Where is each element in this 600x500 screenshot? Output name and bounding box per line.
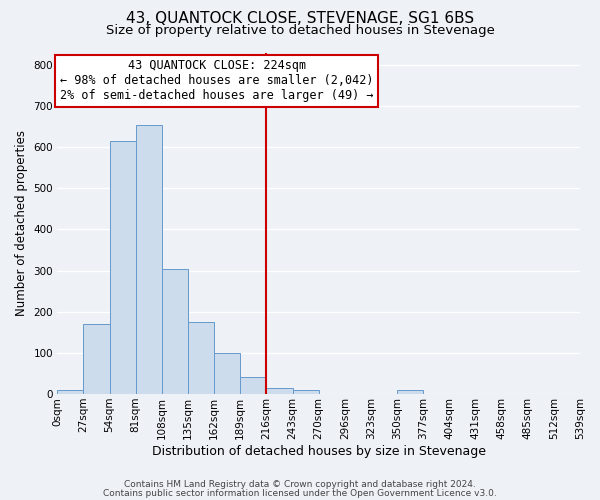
Bar [58,390,83,394]
X-axis label: Distribution of detached houses by size in Stevenage: Distribution of detached houses by size … [152,444,485,458]
Bar [188,322,214,394]
Y-axis label: Number of detached properties: Number of detached properties [15,130,28,316]
Bar [136,124,162,394]
Bar [83,324,110,394]
Text: Size of property relative to detached houses in Stevenage: Size of property relative to detached ho… [106,24,494,37]
Text: 43 QUANTOCK CLOSE: 224sqm
← 98% of detached houses are smaller (2,042)
2% of sem: 43 QUANTOCK CLOSE: 224sqm ← 98% of detac… [60,60,374,102]
Text: 43, QUANTOCK CLOSE, STEVENAGE, SG1 6BS: 43, QUANTOCK CLOSE, STEVENAGE, SG1 6BS [126,11,474,26]
Bar [266,388,293,394]
Bar [293,390,319,394]
Bar [162,268,188,394]
Bar [240,377,266,394]
Bar [397,390,423,394]
Text: Contains public sector information licensed under the Open Government Licence v3: Contains public sector information licen… [103,488,497,498]
Text: Contains HM Land Registry data © Crown copyright and database right 2024.: Contains HM Land Registry data © Crown c… [124,480,476,489]
Bar [214,353,240,394]
Bar [110,141,136,394]
